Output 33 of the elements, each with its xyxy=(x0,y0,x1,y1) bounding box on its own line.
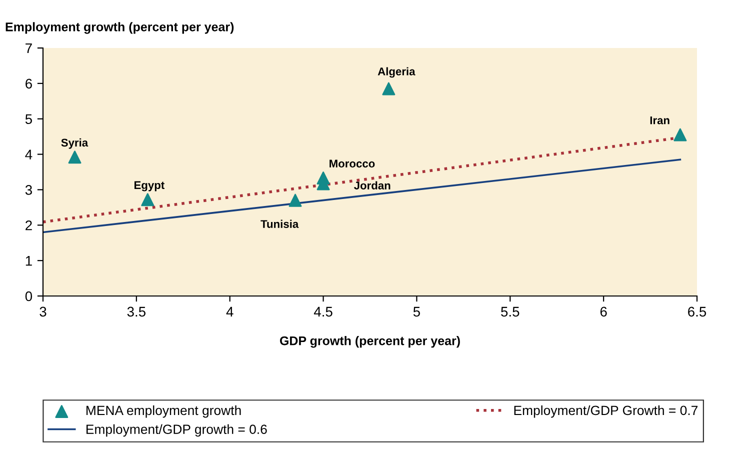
x-tick-label: 4 xyxy=(226,306,234,316)
x-tick-label: 6 xyxy=(600,306,607,317)
annotation: Tunisia xyxy=(260,220,299,228)
x-tick-label: 3 xyxy=(40,306,46,317)
annotation: Iran xyxy=(650,116,670,124)
y-tick-label: 1 xyxy=(26,256,32,266)
x-tick-label: 5.5 xyxy=(501,306,520,317)
x-tick-label: 4.5 xyxy=(314,306,332,317)
annotation: Jordan xyxy=(354,181,390,190)
point xyxy=(141,193,154,206)
legend-label: MENA employment growth xyxy=(86,405,241,418)
y-tick-label: 7 xyxy=(26,43,32,54)
point xyxy=(674,128,687,142)
y-axis-title: Employment growth (percent per year) xyxy=(6,22,234,34)
y-tick-label: 3 xyxy=(25,185,32,195)
y-tick-label: 0 xyxy=(25,291,32,302)
annotation: Syria xyxy=(61,138,88,149)
point xyxy=(382,82,396,96)
point xyxy=(288,194,302,207)
x-tick-label: 5 xyxy=(413,306,420,317)
y-tick-label: 4 xyxy=(25,150,32,160)
y-tick-label: 6 xyxy=(26,78,32,89)
legend-label: Employment/GDP growth = 0.6 xyxy=(86,424,267,437)
annotation: Algeria xyxy=(378,67,416,78)
y-tick-label: 2 xyxy=(26,220,32,230)
legend-label: Employment/GDP Growth = 0.7 xyxy=(514,405,698,418)
annotation: Morocco xyxy=(330,160,375,168)
x-tick-label: 6.5 xyxy=(688,306,706,317)
x-tick-label: 3.5 xyxy=(127,306,146,317)
point xyxy=(68,150,82,164)
y-tick-label: 5 xyxy=(25,114,32,124)
annotation: Egypt xyxy=(134,181,164,192)
x-axis-title: GDP growth (percent per year) xyxy=(280,336,460,348)
